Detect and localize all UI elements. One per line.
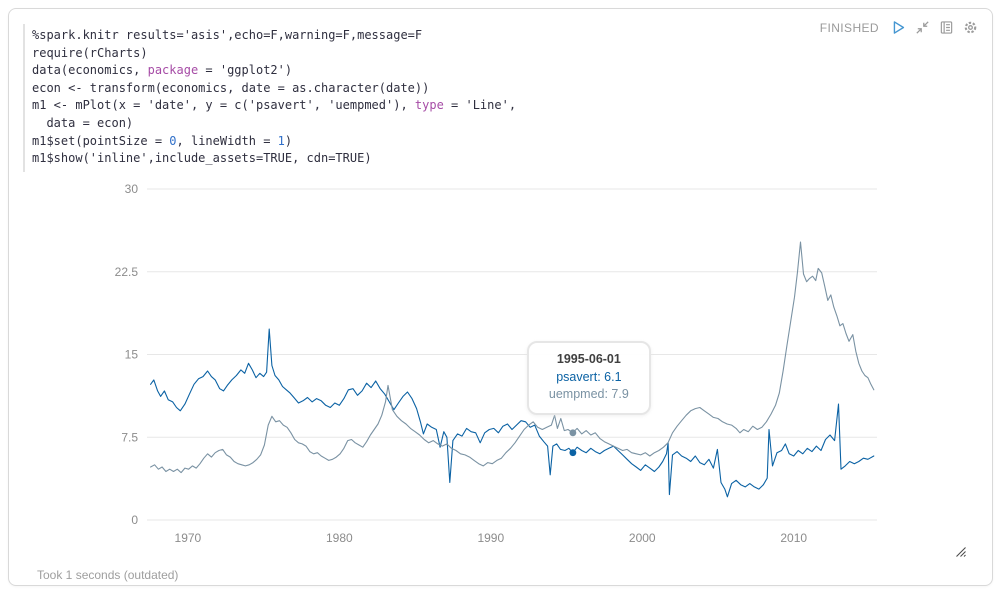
y-axis-label: 30: [125, 182, 139, 196]
x-axis-label: 1970: [175, 531, 202, 545]
code-line: data = econ): [32, 115, 134, 130]
hover-dot-psavert: [569, 449, 577, 457]
code-line: require(rCharts): [32, 45, 148, 60]
play-icon: [893, 21, 905, 34]
x-axis-label: 1990: [477, 531, 504, 545]
x-axis-label: 2010: [780, 531, 807, 545]
y-axis-label: 7.5: [121, 430, 138, 444]
report-button[interactable]: [939, 20, 954, 35]
code-line: data(economics, package = 'ggplot2'): [32, 63, 293, 78]
execution-status: Took 1 seconds (outdated): [37, 568, 179, 582]
collapse-button[interactable]: [915, 20, 930, 35]
gear-icon: [964, 21, 977, 34]
code-line: m1$set(pointSize = 0, lineWidth = 1): [32, 133, 293, 148]
code-line: %spark.knitr results='asis',echo=F,warni…: [32, 28, 423, 42]
run-button[interactable]: [891, 20, 906, 35]
code-editor[interactable]: %spark.knitr results='asis',echo=F,warni…: [23, 24, 812, 172]
report-icon: [940, 21, 953, 34]
paragraph-status: FINISHED: [819, 20, 879, 35]
resize-grip-icon: [956, 547, 966, 557]
y-axis-label: 22.5: [115, 265, 139, 279]
paragraph-controls: FINISHED: [820, 20, 978, 35]
chart-canvas[interactable]: 0 7.5 15 22.5 30 1970 1980 1990 2000 2010: [0, 178, 1001, 560]
code-line: econ <- transform(economics, date = as.c…: [32, 80, 430, 95]
resize-handle[interactable]: [954, 545, 967, 558]
paragraph-card: FINISHED: [8, 8, 993, 586]
code-line: m1$show('inline',include_assets=TRUE, cd…: [32, 151, 372, 166]
x-axis-label: 1980: [326, 531, 353, 545]
settings-button[interactable]: [963, 20, 978, 35]
y-axis-label: 0: [131, 513, 138, 527]
hover-dot-uempmed: [569, 429, 577, 437]
compress-icon: [916, 21, 929, 34]
y-axis-label: 15: [125, 348, 139, 362]
code-lines: %spark.knitr results='asis',echo=F,warni…: [32, 27, 812, 168]
psavert-line: [150, 328, 875, 498]
x-axis-label: 2000: [629, 531, 656, 545]
code-line: m1 <- mPlot(x = 'date', y = c('psavert',…: [32, 98, 517, 113]
uempmed-line: [150, 241, 875, 474]
